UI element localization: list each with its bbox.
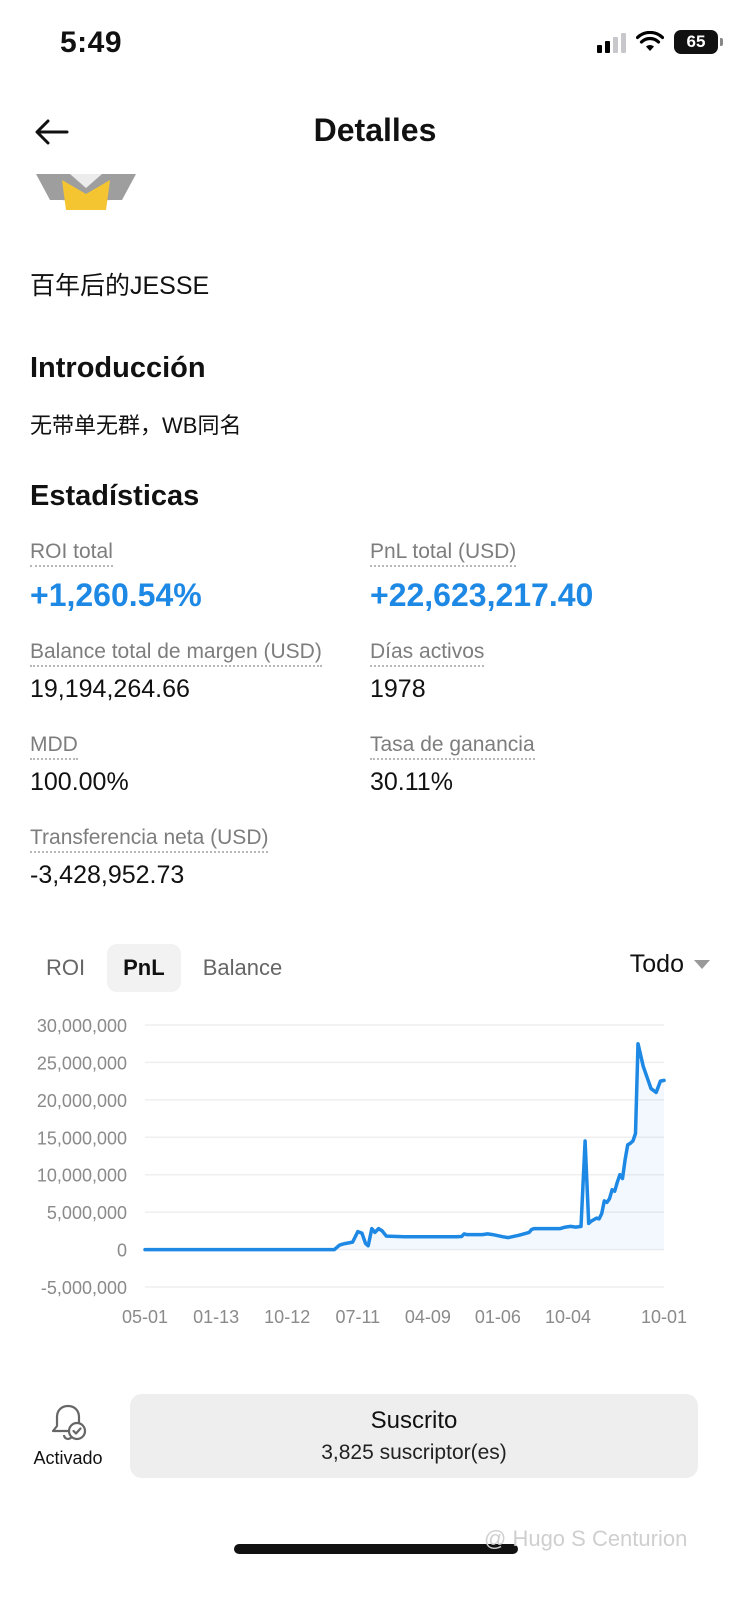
margin-balance-label[interactable]: Balance total de margen (USD) xyxy=(30,640,322,667)
status-bar: 5:49 65 xyxy=(0,0,750,90)
tab-pnl[interactable]: PnL xyxy=(107,944,181,992)
y-tick-label: 10,000,000 xyxy=(37,1166,127,1186)
pnl-chart: 30,000,000 25,000,000 20,000,000 15,000,000… xyxy=(37,1016,687,1327)
net-transfer-label[interactable]: Transferencia neta (USD) xyxy=(30,826,269,853)
notification-toggle[interactable]: Activado xyxy=(28,1402,108,1469)
stat-net-transfer: Transferencia neta (USD) -3,428,952.73 xyxy=(30,826,269,890)
stats-title: Estadísticas xyxy=(30,480,200,512)
mdd-value: 100.00% xyxy=(30,768,129,796)
y-tick-label: 0 xyxy=(117,1241,127,1261)
win-rate-label[interactable]: Tasa de ganancia xyxy=(370,733,535,760)
chart-tabs: ROI PnL Balance xyxy=(30,944,298,992)
stat-pnl: PnL total (USD) +22,623,217.40 xyxy=(370,540,593,614)
bell-label: Activado xyxy=(33,1448,103,1468)
y-tick-label: 5,000,000 xyxy=(47,1203,127,1223)
pnl-label[interactable]: PnL total (USD) xyxy=(370,540,517,567)
mdd-label[interactable]: MDD xyxy=(30,733,78,760)
home-indicator[interactable] xyxy=(234,1544,518,1554)
net-transfer-value: -3,428,952.73 xyxy=(30,861,185,889)
range-dropdown[interactable]: Todo xyxy=(630,950,710,979)
pnl-line xyxy=(143,1041,666,1252)
margin-balance-value: 19,194,264.66 xyxy=(30,675,190,703)
y-tick-label: 30,000,000 xyxy=(37,1016,127,1036)
subscribe-button[interactable]: Suscrito 3,825 suscriptor(es) xyxy=(130,1394,698,1478)
tab-roi[interactable]: ROI xyxy=(46,955,86,980)
intro-text: 无带单无群，WB同名 xyxy=(30,413,242,438)
battery-level: 65 xyxy=(686,32,706,51)
tab-balance[interactable]: Balance xyxy=(202,955,283,980)
page-title: Detalles xyxy=(313,112,437,148)
caret-down-icon xyxy=(694,960,710,969)
range-label: Todo xyxy=(629,950,684,978)
intro-title: Introducción xyxy=(30,352,206,384)
battery-icon: 65 xyxy=(674,30,723,54)
stat-active-days: Días activos 1978 xyxy=(370,640,485,704)
stat-mdd: MDD 100.00% xyxy=(30,733,129,797)
y-tick-label: -5,000,000 xyxy=(41,1278,127,1298)
bell-check-icon xyxy=(51,1404,87,1441)
status-time: 5:49 xyxy=(60,26,123,59)
wifi-icon xyxy=(636,31,664,51)
y-tick-label: 20,000,000 xyxy=(37,1091,127,1111)
win-rate-value: 30.11% xyxy=(370,768,453,796)
x-tick-label: 01-13 xyxy=(193,1307,239,1327)
x-tick-label: 07-11 xyxy=(335,1307,380,1327)
x-tick-label: 10-04 xyxy=(545,1307,591,1327)
trader-name: 百年后的JESSE xyxy=(30,272,210,300)
stat-win-rate: Tasa de ganancia 30.11% xyxy=(370,733,535,797)
roi-value: +1,260.54% xyxy=(30,577,202,613)
cellular-signal-icon xyxy=(597,31,626,53)
x-tick-label: 01-06 xyxy=(475,1307,521,1327)
y-tick-label: 25,000,000 xyxy=(37,1053,127,1073)
x-tick-label: 10-01 xyxy=(641,1307,687,1327)
watermark: @ Hugo S Centurion xyxy=(484,1526,688,1551)
x-tick-label: 10-12 xyxy=(264,1307,310,1327)
pnl-value: +22,623,217.40 xyxy=(370,577,594,613)
subscriber-count: 3,825 suscriptor(es) xyxy=(321,1441,507,1464)
stat-roi: ROI total +1,260.54% xyxy=(30,540,202,614)
arrow-left-icon xyxy=(35,119,69,145)
active-days-label[interactable]: Días activos xyxy=(370,640,485,667)
pnl-area xyxy=(145,1043,664,1250)
avatar xyxy=(32,130,140,214)
status-icons: 65 xyxy=(597,30,723,54)
back-button[interactable] xyxy=(28,110,76,154)
x-tick-label: 04-09 xyxy=(405,1307,451,1327)
subscribe-title: Suscrito xyxy=(370,1407,458,1434)
stat-margin-balance: Balance total de margen (USD) 19,194,264… xyxy=(30,640,322,704)
x-tick-label: 05-01 xyxy=(122,1307,168,1327)
roi-label[interactable]: ROI total xyxy=(30,540,113,567)
active-days-value: 1978 xyxy=(370,675,426,703)
header: Detalles xyxy=(0,100,750,164)
y-tick-label: 15,000,000 xyxy=(37,1128,127,1148)
